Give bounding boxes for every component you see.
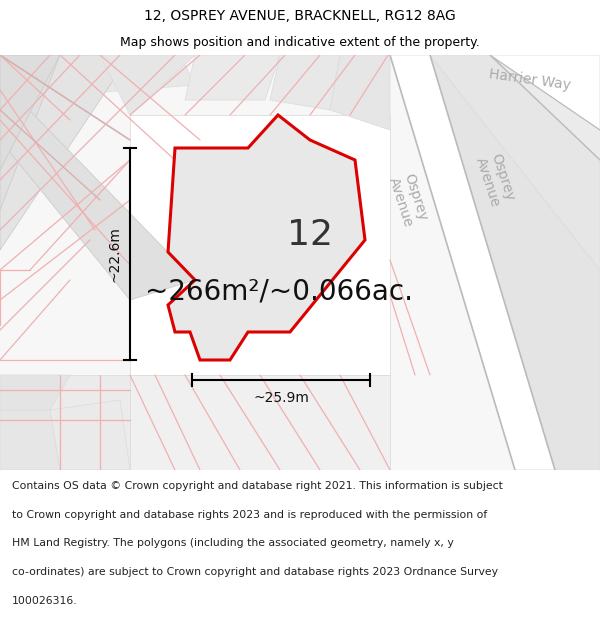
Polygon shape [430,55,600,270]
Polygon shape [270,55,340,110]
Polygon shape [0,55,55,160]
Text: co-ordinates) are subject to Crown copyright and database rights 2023 Ordnance S: co-ordinates) are subject to Crown copyr… [12,567,498,577]
Polygon shape [490,55,600,130]
Polygon shape [0,410,60,470]
Text: ~25.9m: ~25.9m [253,391,309,405]
Polygon shape [430,55,600,470]
Polygon shape [0,375,70,410]
Polygon shape [0,55,130,250]
Text: HM Land Registry. The polygons (including the associated geometry, namely x, y: HM Land Registry. The polygons (includin… [12,538,454,548]
Polygon shape [0,55,80,230]
Text: 12: 12 [287,218,333,252]
Polygon shape [490,55,600,130]
Polygon shape [0,55,600,470]
Text: to Crown copyright and database rights 2023 and is reproduced with the permissio: to Crown copyright and database rights 2… [12,509,487,519]
Text: Osprey
Avenue: Osprey Avenue [386,171,430,229]
Polygon shape [55,55,195,95]
Text: Contains OS data © Crown copyright and database right 2021. This information is : Contains OS data © Crown copyright and d… [12,481,503,491]
Polygon shape [130,375,390,470]
Text: ~266m²/~0.066ac.: ~266m²/~0.066ac. [145,278,413,306]
Text: 12, OSPREY AVENUE, BRACKNELL, RG12 8AG: 12, OSPREY AVENUE, BRACKNELL, RG12 8AG [144,9,456,24]
Text: 100026316.: 100026316. [12,596,77,606]
Text: Harrier Way: Harrier Way [488,68,572,92]
Polygon shape [168,115,365,360]
Polygon shape [0,55,60,120]
Polygon shape [185,55,280,100]
Polygon shape [330,55,390,130]
Polygon shape [430,55,600,470]
Text: Map shows position and indicative extent of the property.: Map shows position and indicative extent… [120,36,480,49]
Polygon shape [130,115,390,375]
Polygon shape [50,400,130,470]
Text: ~22.6m: ~22.6m [107,226,121,282]
Polygon shape [390,55,555,470]
Polygon shape [100,55,195,115]
Polygon shape [0,375,130,470]
Text: Osprey
Avenue: Osprey Avenue [473,151,517,209]
Polygon shape [0,55,60,170]
Polygon shape [0,80,195,300]
